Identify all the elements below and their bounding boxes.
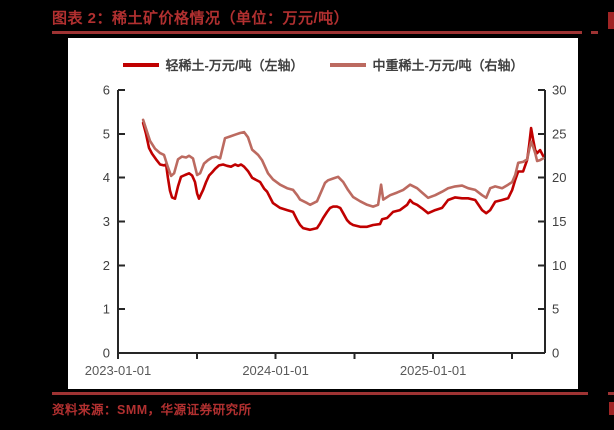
svg-text:6: 6 [103, 83, 110, 98]
svg-text:3: 3 [103, 214, 110, 229]
chart-axes [117, 90, 546, 354]
legend-item-light-rare-earth: 轻稀土-万元/吨（左轴） [122, 55, 304, 74]
source-note: 资料来源：SMM，华源证券研究所 [52, 403, 252, 417]
svg-text:15: 15 [552, 214, 566, 229]
medium-heavy-rare-earth-line-swatch [329, 62, 366, 67]
chart-legend: 轻稀土-万元/吨（左轴） 中重稀土-万元/吨（右轴） [68, 55, 578, 74]
chart-panel: 轻稀土-万元/吨（左轴） 中重稀土-万元/吨（右轴） 0 1 2 3 4 5 6 0 5 10 15… [68, 38, 578, 389]
footer-rule [52, 392, 588, 395]
legend-label: 中重稀土-万元/吨（右轴） [372, 58, 524, 73]
legend-label: 轻稀土-万元/吨（左轴） [165, 58, 304, 73]
svg-text:2024-01-01: 2024-01-01 [242, 363, 309, 378]
svg-text:2023-01-01: 2023-01-01 [85, 363, 152, 378]
title-underline [52, 31, 582, 34]
legend-item-medium-heavy-rare-earth: 中重稀土-万元/吨（右轴） [329, 55, 524, 74]
light-rare-earth-line-swatch [122, 62, 159, 67]
svg-text:20: 20 [552, 170, 566, 185]
clipped-adjacent-chart-title-fragment [608, 12, 614, 29]
svg-text:30: 30 [552, 83, 566, 98]
svg-text:0: 0 [552, 346, 559, 361]
svg-text:25: 25 [552, 126, 566, 141]
svg-text:10: 10 [552, 258, 566, 273]
svg-text:1: 1 [103, 302, 110, 317]
svg-text:5: 5 [552, 302, 559, 317]
clipped-adjacent-source-fragment [609, 402, 614, 415]
svg-text:2025-01-01: 2025-01-01 [400, 363, 467, 378]
title-underline-fragment [591, 31, 598, 34]
footer-rule-fragment [608, 392, 614, 395]
svg-text:0: 0 [103, 346, 110, 361]
chart-tick-labels: 0 1 2 3 4 5 6 0 5 10 15 20 25 30 2023-01-01 2024-01-01 2… [85, 83, 567, 379]
chart-ticks [117, 89, 545, 359]
svg-text:5: 5 [103, 126, 110, 141]
price-line-chart: 0 1 2 3 4 5 6 0 5 10 15 20 25 30 2023-01-01 2024-01-01 2… [85, 83, 567, 379]
chart-series-lines [141, 118, 545, 232]
svg-text:4: 4 [103, 170, 110, 185]
svg-text:2: 2 [103, 258, 110, 273]
figure-title: 图表 2：稀土矿价格情况（单位：万元/吨） [52, 10, 350, 27]
